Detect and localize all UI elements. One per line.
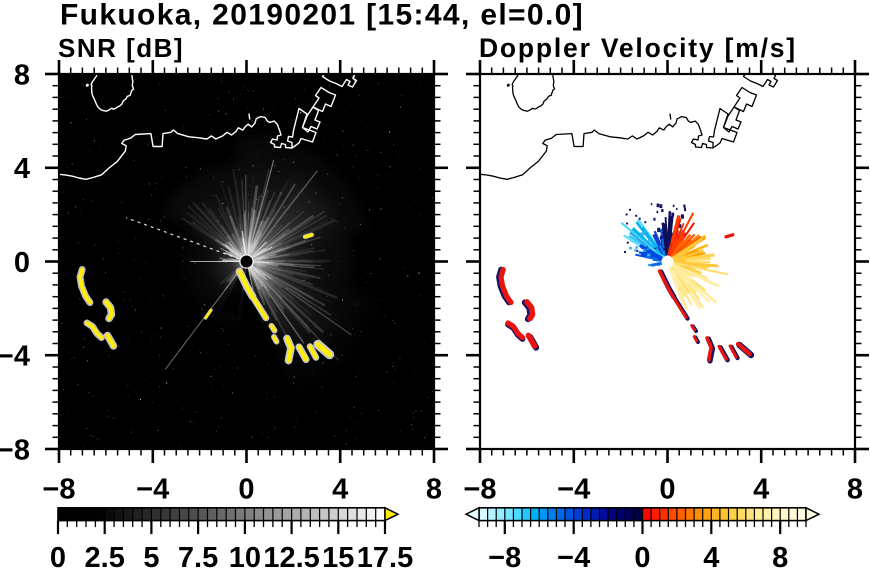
svg-text:5: 5 (143, 542, 159, 570)
svg-text:−4: −4 (557, 474, 590, 506)
svg-text:17.5: 17.5 (357, 542, 413, 570)
svg-text:0: 0 (50, 542, 66, 570)
svg-text:8: 8 (14, 59, 30, 91)
svg-text:15: 15 (322, 542, 354, 570)
svg-text:12.5: 12.5 (263, 542, 319, 570)
svg-text:2.5: 2.5 (85, 542, 125, 570)
svg-text:0: 0 (634, 542, 650, 570)
svg-text:Doppler Velocity [m/s]: Doppler Velocity [m/s] (479, 33, 797, 63)
svg-text:−4: −4 (0, 341, 30, 373)
svg-text:−8: −8 (42, 474, 75, 506)
svg-text:0: 0 (14, 247, 30, 279)
svg-text:10: 10 (229, 542, 261, 570)
svg-text:−8: −8 (0, 434, 30, 466)
svg-text:Fukuoka, 20190201 [15:44, el=0: Fukuoka, 20190201 [15:44, el=0.0] (60, 0, 584, 32)
svg-text:4: 4 (332, 474, 348, 506)
svg-text:8: 8 (426, 474, 442, 506)
svg-text:7.5: 7.5 (178, 542, 218, 570)
svg-text:0: 0 (238, 474, 254, 506)
svg-text:−8: −8 (488, 542, 521, 570)
svg-text:4: 4 (14, 153, 30, 185)
svg-text:4: 4 (703, 542, 719, 570)
svg-text:4: 4 (753, 474, 769, 506)
svg-text:0: 0 (659, 474, 675, 506)
svg-text:8: 8 (772, 542, 788, 570)
svg-text:−4: −4 (136, 474, 169, 506)
svg-text:8: 8 (847, 474, 863, 506)
svg-text:−4: −4 (557, 542, 590, 570)
svg-text:−8: −8 (463, 474, 496, 506)
svg-text:SNR [dB]: SNR [dB] (58, 33, 184, 63)
